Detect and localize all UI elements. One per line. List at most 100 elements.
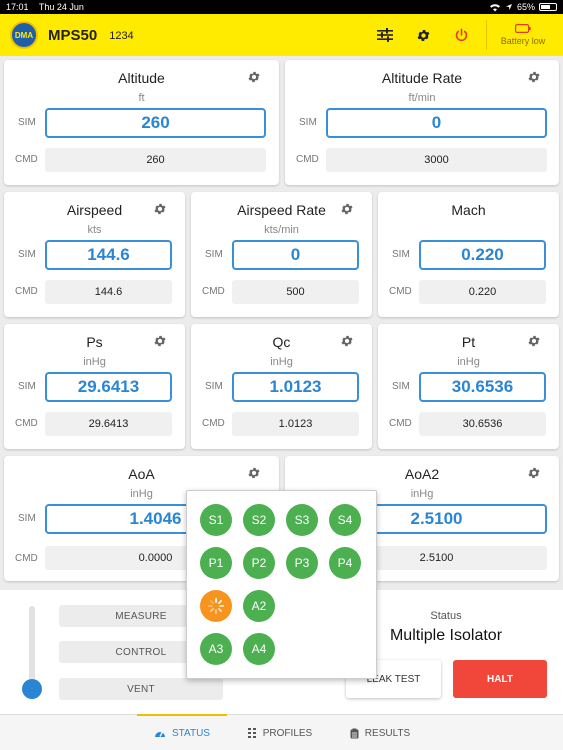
isolator-p4-button[interactable]: P4	[329, 547, 361, 579]
isolator-a3-button[interactable]: A3	[200, 633, 232, 665]
settings-button[interactable]	[404, 14, 442, 56]
wifi-icon	[489, 3, 500, 11]
cmd-label: CMD	[389, 418, 412, 429]
header-divider	[486, 20, 487, 50]
card-unit: inHg	[130, 488, 153, 500]
clock-date: Thu 24 Jun	[38, 2, 84, 12]
location-icon	[505, 4, 512, 10]
card-title: Qc	[272, 334, 291, 350]
isolator-a4-button[interactable]: A4	[243, 633, 275, 665]
gear-icon[interactable]	[527, 466, 541, 480]
cmd-label: CMD	[15, 154, 38, 165]
mode-slider-handle[interactable]	[22, 679, 42, 699]
tab-results-label: RESULTS	[364, 727, 411, 739]
mach-sim-input[interactable]: 0.220	[419, 240, 546, 270]
airspeed-cmd-value: 144.6	[45, 280, 172, 304]
isolator-s1-button[interactable]: S1	[200, 504, 232, 536]
battery-percent: 65%	[516, 2, 535, 12]
card-unit: kts/min	[264, 224, 299, 236]
gear-icon[interactable]	[247, 466, 261, 480]
gear-icon	[417, 29, 429, 41]
system-status-bar: 17:01 Thu 24 Jun 65%	[0, 0, 563, 14]
qc-sim-input[interactable]: 1.0123	[232, 372, 359, 402]
cmd-label: CMD	[202, 418, 225, 429]
sim-label: SIM	[205, 249, 223, 260]
battery-low-icon	[515, 24, 531, 33]
card-unit: inHg	[270, 356, 293, 368]
sim-label: SIM	[392, 249, 410, 260]
altitude-rate-cmd-value: 3000	[326, 148, 547, 172]
card-title: Airspeed Rate	[237, 202, 326, 218]
card-pt: Pt inHg SIM 30.6536 CMD 30.6536	[378, 324, 559, 449]
gear-icon[interactable]	[340, 334, 354, 348]
tab-status[interactable]: STATUS	[137, 714, 227, 750]
card-unit: inHg	[457, 356, 480, 368]
device-title: MPS50	[48, 26, 98, 44]
airspeed-sim-input[interactable]: 144.6	[45, 240, 172, 270]
isolator-a1-button-busy[interactable]	[200, 590, 232, 622]
clock-time: 17:01	[6, 2, 29, 12]
tab-profiles[interactable]: PROFILES	[240, 715, 320, 750]
card-unit: inHg	[410, 488, 434, 500]
card-mach: Mach SIM 0.220 CMD 0.220	[378, 192, 559, 317]
isolator-s4-button[interactable]: S4	[329, 504, 361, 536]
gear-icon[interactable]	[527, 334, 541, 348]
pt-sim-input[interactable]: 30.6536	[419, 372, 546, 402]
card-title: Altitude Rate	[381, 70, 463, 86]
sliders-icon	[377, 28, 393, 42]
card-title: Mach	[451, 202, 486, 218]
isolator-a2-button[interactable]: A2	[243, 590, 275, 622]
vent-mode-button[interactable]: VENT	[59, 678, 223, 700]
active-tab-indicator	[137, 714, 227, 716]
altitude-rate-sim-input[interactable]: 0	[326, 108, 547, 138]
power-button[interactable]	[442, 14, 480, 56]
isolator-s2-button[interactable]: S2	[243, 504, 275, 536]
tab-profiles-label: PROFILES	[262, 727, 313, 739]
card-ps: Ps inHg SIM 29.6413 CMD 29.6413	[4, 324, 185, 449]
altitude-cmd-value: 260	[45, 148, 266, 172]
isolator-s3-button[interactable]: S3	[286, 504, 318, 536]
grid-icon	[247, 728, 256, 738]
sim-label: SIM	[18, 381, 36, 392]
gear-icon[interactable]	[153, 202, 167, 216]
loading-spinner-icon	[207, 597, 225, 615]
ps-cmd-value: 29.6413	[45, 412, 172, 436]
card-unit: kts	[87, 224, 102, 236]
mach-cmd-value: 0.220	[419, 280, 546, 304]
altitude-sim-input[interactable]: 260	[45, 108, 266, 138]
isolator-p2-button[interactable]: P2	[243, 547, 275, 579]
status-label: Status	[430, 610, 462, 622]
sim-label: SIM	[18, 249, 36, 260]
card-airspeed: Airspeed kts SIM 144.6 CMD 144.6	[4, 192, 185, 317]
isolator-p3-button[interactable]: P3	[286, 547, 318, 579]
halt-button[interactable]: HALT	[453, 660, 547, 698]
measure-mode-button[interactable]: MEASURE	[59, 605, 223, 627]
tab-results[interactable]: RESULTS	[340, 715, 420, 750]
card-title: Pt	[461, 334, 476, 350]
mode-slider-track[interactable]	[29, 606, 35, 692]
bottom-tab-bar: STATUS PROFILES RESULTS	[0, 714, 563, 750]
clipboard-icon	[350, 728, 359, 738]
card-title: AoA	[128, 466, 155, 482]
ps-sim-input[interactable]: 29.6413	[45, 372, 172, 402]
card-title: Altitude	[118, 70, 165, 86]
card-title: AoA2	[404, 466, 440, 482]
gear-icon[interactable]	[247, 70, 261, 84]
card-title: Ps	[86, 334, 103, 350]
card-altitude-rate: Altitude Rate ft/min SIM 0 CMD 3000	[285, 60, 559, 185]
cmd-label: CMD	[15, 418, 38, 429]
airspeed-rate-sim-input[interactable]: 0	[232, 240, 359, 270]
sim-label: SIM	[392, 381, 410, 392]
sim-label: SIM	[18, 117, 36, 128]
control-mode-button[interactable]: CONTROL	[59, 641, 223, 663]
gear-icon[interactable]	[340, 202, 354, 216]
device-serial: 1234	[109, 30, 134, 42]
filter-settings-button[interactable]	[366, 14, 404, 56]
isolator-p1-button[interactable]: P1	[200, 547, 232, 579]
dashboard-icon	[155, 731, 166, 737]
battery-status-text: Battery low	[500, 36, 546, 46]
gear-icon[interactable]	[527, 70, 541, 84]
gear-icon[interactable]	[153, 334, 167, 348]
card-unit: ft	[138, 92, 145, 104]
cmd-label: CMD	[15, 286, 38, 297]
